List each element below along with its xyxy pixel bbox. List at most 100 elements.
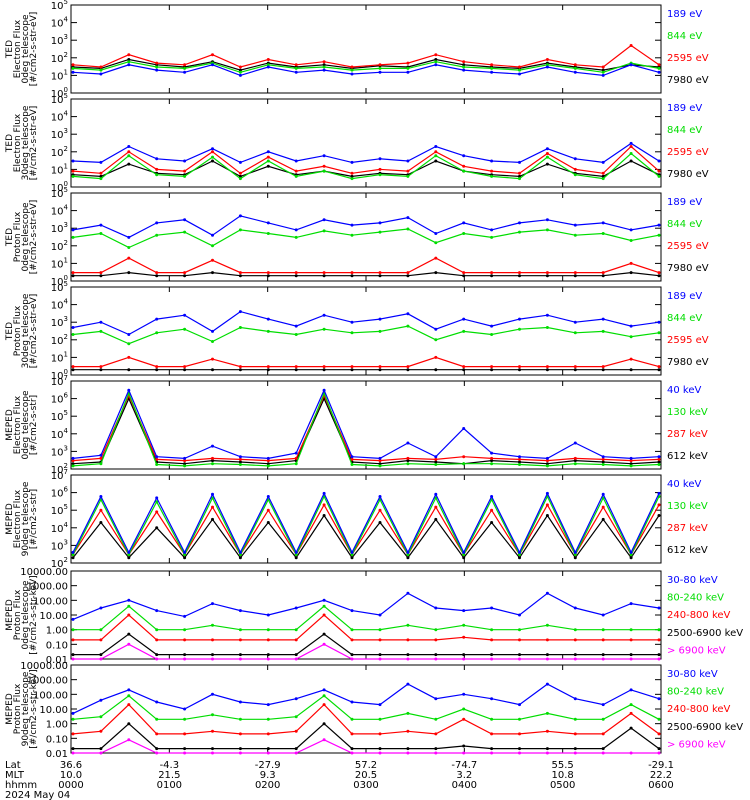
- data-point: [127, 333, 131, 336]
- data-point: [462, 368, 466, 372]
- data-point: [155, 331, 159, 335]
- data-point: [127, 688, 131, 692]
- data-point: [518, 455, 521, 459]
- data-point: [155, 657, 159, 661]
- data-point: [601, 329, 605, 333]
- data-point: [322, 63, 326, 67]
- data-point: [294, 159, 298, 163]
- series-line--6900-kev: [73, 739, 659, 754]
- data-point: [518, 657, 521, 661]
- data-point: [211, 653, 214, 657]
- y-axis-label: Electron Flux: [13, 489, 23, 548]
- data-point: [183, 368, 187, 372]
- x-tick-label: -27.9: [255, 760, 281, 771]
- data-point: [322, 65, 326, 69]
- data-point: [462, 744, 466, 748]
- data-point: [406, 174, 410, 178]
- data-point: [322, 738, 326, 742]
- data-point: [294, 368, 298, 372]
- data-point: [350, 274, 354, 278]
- data-point: [183, 271, 187, 275]
- data-point: [462, 63, 466, 67]
- panel-frame: [70, 664, 662, 754]
- data-point: [490, 628, 494, 632]
- data-point: [99, 223, 103, 227]
- y-axis-label: 30deg telescope: [21, 105, 31, 180]
- data-point: [545, 514, 549, 517]
- data-point: [462, 455, 466, 459]
- data-point: [462, 154, 466, 158]
- data-point: [322, 368, 326, 372]
- series-line-30-80-kev: [72, 592, 660, 620]
- data-point: [238, 609, 242, 613]
- data-point: [629, 464, 633, 468]
- data-point: [434, 271, 438, 275]
- data-point: [127, 604, 131, 608]
- data-point: [462, 274, 466, 278]
- data-point: [462, 169, 466, 173]
- data-point: [518, 553, 521, 557]
- y-axis-label: MEPED: [5, 599, 15, 631]
- y-tick-label: 10.00: [39, 705, 68, 716]
- data-point: [350, 233, 354, 237]
- data-point: [518, 463, 521, 466]
- y-axis-label: [#/cm2-s-str-eV]: [29, 12, 39, 87]
- data-point: [155, 717, 159, 721]
- data-point: [266, 159, 270, 163]
- data-point: [99, 453, 103, 457]
- y-axis-label: 30deg telescope: [21, 293, 31, 368]
- series-line-130-kev: [72, 495, 660, 556]
- data-point: [183, 628, 187, 632]
- data-point: [462, 653, 466, 657]
- data-point: [378, 508, 382, 512]
- data-point: [322, 613, 326, 617]
- data-point: [127, 342, 131, 346]
- y-tick-label: 102: [51, 239, 68, 253]
- data-point: [350, 657, 354, 661]
- data-point: [573, 167, 577, 171]
- series-line-80-240-kev: [73, 605, 659, 631]
- data-point: [322, 722, 326, 726]
- data-point: [657, 455, 661, 459]
- data-point: [406, 553, 410, 557]
- data-point: [378, 628, 382, 632]
- data-point: [238, 550, 242, 554]
- data-point: [266, 613, 270, 617]
- data-point: [350, 653, 354, 657]
- data-point: [462, 60, 466, 64]
- y-axis-label: [#/cm2-s-str-eV]: [29, 200, 39, 275]
- data-point: [573, 717, 577, 721]
- data-point: [378, 638, 382, 642]
- series-line-844-ev: [72, 228, 660, 249]
- data-point: [127, 632, 131, 636]
- y-tick-label: 104: [51, 427, 69, 441]
- y-tick-label: 100: [51, 86, 68, 100]
- data-point: [71, 235, 75, 239]
- y-tick-label: 100: [51, 368, 68, 382]
- series-line-287-kev: [72, 394, 660, 462]
- data-point: [490, 365, 494, 369]
- data-point: [266, 365, 270, 369]
- data-point: [99, 177, 103, 181]
- data-point: [545, 462, 549, 466]
- data-point: [127, 145, 131, 148]
- data-point: [183, 653, 187, 657]
- data-point: [518, 628, 521, 632]
- x-tick-label: 0500: [550, 780, 575, 791]
- y-tick-label: 102: [51, 462, 68, 476]
- data-point: [573, 550, 577, 554]
- data-point: [490, 717, 494, 721]
- data-point: [629, 751, 633, 755]
- data-point: [490, 235, 494, 239]
- data-point: [350, 68, 354, 72]
- data-point: [238, 177, 242, 181]
- data-point: [629, 159, 633, 163]
- series-line-7980-ev: [72, 160, 660, 178]
- y-tick-label: 103: [51, 221, 68, 235]
- data-point: [238, 556, 242, 560]
- data-point: [490, 169, 494, 173]
- data-point: [322, 60, 326, 64]
- data-point: [99, 638, 103, 642]
- data-point: [518, 732, 521, 736]
- data-point: [155, 510, 159, 514]
